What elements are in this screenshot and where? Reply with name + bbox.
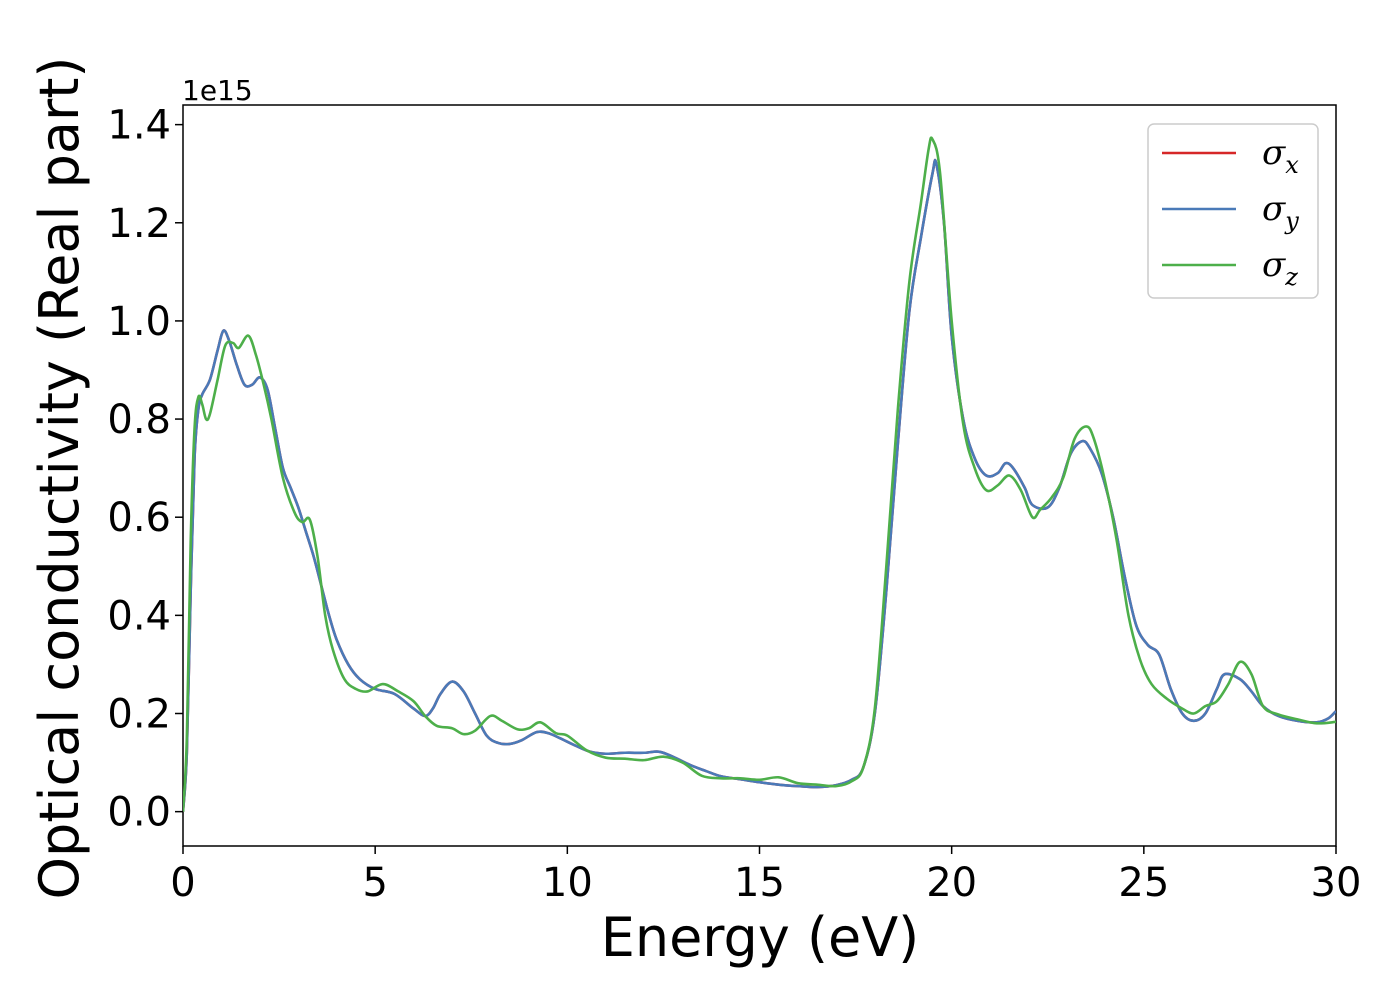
y-tick-label: 0.6 — [107, 495, 171, 541]
x-tick-label: 30 — [1311, 860, 1362, 906]
y-tick-label: 1.2 — [107, 201, 171, 247]
x-tick-label: 25 — [1118, 860, 1169, 906]
x-tick-label: 10 — [542, 860, 593, 906]
x-axis-label: Energy (eV) — [601, 906, 920, 969]
x-tick-label: 5 — [362, 860, 387, 906]
legend-box — [1147, 123, 1319, 299]
y-tick-label: 1.4 — [107, 103, 171, 149]
ticks: 0 5 10 15 20 25 30 0.0 0.2 0.4 0.6 0.8 1.0 1.2 1.4 — [107, 103, 1361, 906]
legend-label-z: σz — [1262, 245, 1298, 291]
y-tick-label: 1.0 — [107, 299, 171, 345]
legend: σx σy σz — [1147, 123, 1319, 299]
y-tick-label: 0.8 — [107, 397, 171, 443]
y-axis-offset-label: 1e15 — [182, 74, 253, 107]
x-tick-label: 15 — [734, 860, 785, 906]
series-line-z — [183, 136, 1336, 812]
x-tick-label: 20 — [926, 860, 977, 906]
legend-label-y: σy — [1262, 189, 1299, 235]
y-tick-label: 0.0 — [107, 790, 171, 836]
y-tick-label: 0.2 — [107, 692, 171, 738]
series-lines — [183, 136, 1336, 812]
y-tick-label: 0.4 — [107, 593, 171, 639]
x-tick-label: 0 — [170, 860, 195, 906]
legend-label-x: σx — [1262, 133, 1299, 179]
series-line-y — [183, 158, 1336, 812]
y-axis-label: Optical conductivity (Real part) — [28, 57, 91, 900]
